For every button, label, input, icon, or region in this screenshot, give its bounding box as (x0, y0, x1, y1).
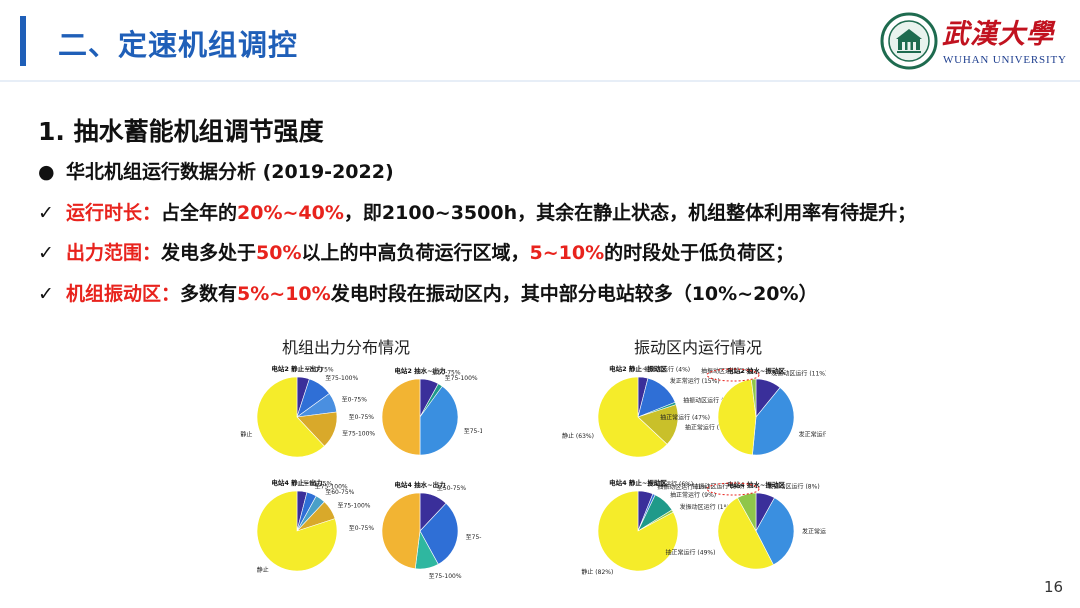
left-pie-2-slice-2 (419, 385, 459, 456)
left-pie-1-slice-4 (256, 376, 325, 458)
right-pie-3-label-3: 发振动区运行 (1%) (680, 503, 732, 511)
left-pie-2-slice-3 (381, 378, 421, 456)
right-pie-2-label-2: 抽正常运行 (47%) (660, 414, 710, 422)
left-pie-3-label-0: 至50-75% (303, 480, 332, 487)
bullet-highlight: 20%~40% (237, 202, 344, 224)
checkmark-icon: ✓ (38, 283, 54, 305)
right-pie-2-slice-1 (752, 387, 795, 456)
bullet-output-range: ✓ 出力范围：发电多处于50%以上的中高负荷运行区域，5~10%的时段处于低负荷区… (38, 238, 794, 265)
right-pie-4-label-2: 抽正常运行 (49%) (666, 549, 716, 557)
right-pie-3-label-4: 静止 (82%) (581, 568, 613, 576)
bullet-run-time: ✓ 运行时长：占全年的20%~40%，即2100~3500h，其余在静止状态，机组… (38, 198, 916, 225)
left-pie-2-subtitle: 电站2 抽水~出力 (394, 366, 446, 375)
bullet-label: 运行时长： (66, 202, 162, 224)
left-pie-3-label-2: 至60-75% (325, 489, 354, 496)
left-pie-2-label-3: 至0-75% (349, 414, 375, 421)
left-pie-4-label-0: 至50-75% (437, 485, 466, 492)
left-pie-1-label-3: 至75-100% (342, 430, 375, 437)
vibration-highlight-1 (706, 482, 760, 496)
left-pie-4-label-2: 至75-100% (429, 573, 462, 580)
bullet-highlight: 5~10% (529, 242, 605, 264)
bullet-vibration-zone: ✓ 机组振动区：多数有5%~10%发电时段在振动区内，其中部分电站较多（10%~2… (38, 279, 818, 306)
left-pie-4-label-1: 至75-100% (466, 534, 482, 541)
left-pie-3-label-3: 至75-100% (338, 502, 371, 509)
left-pie-1-subtitle: 电站2 静止~出力 (271, 364, 323, 373)
left-pie-4-slice-3 (381, 492, 421, 570)
chart-title-vibration-zone: 振动区内运行情况 (634, 338, 763, 357)
left-pie-3-label-4: 静止 (257, 566, 269, 574)
right-pie-4-label-3: 抽振动区运行 (8%) (692, 482, 744, 490)
right-pie-1-label-4: 静止 (63%) (562, 432, 594, 440)
right-pie-3-label-2: 抽正常运行 (9%) (670, 491, 716, 499)
right-pie-2-slice-2 (717, 378, 757, 456)
bullet-text: 占全年的 (161, 202, 238, 224)
right-pie-1-label-2: 抽振动区运行 (1%) (683, 397, 735, 405)
bullet-text: 多数有 (180, 283, 238, 305)
bullet-text: 的时段处于低负荷区； (604, 242, 795, 264)
checkmark-icon: ✓ (38, 202, 54, 224)
bullet-highlight: 5%~10% (237, 283, 331, 305)
university-logo: 武漢大學 WUHAN UNIVERSITY (880, 10, 1070, 72)
bullet-text: 以上的中高负荷运行区域， (301, 242, 530, 264)
logo-english-name: WUHAN UNIVERSITY (943, 54, 1067, 66)
right-pie-3-subtitle: 电站4 静止~振动区 (609, 478, 667, 487)
right-pie-4-slice-3 (737, 492, 757, 533)
right-pie-3-label-0: 发正常运行 (6%) (647, 480, 693, 488)
right-pie-3-slice-4 (597, 490, 679, 572)
left-pie-4-slice-1 (419, 502, 459, 565)
left-pie-2-label-2: 至75-100% (464, 428, 482, 435)
left-pie-1-label-4: 静止 (240, 431, 252, 439)
header-divider (0, 80, 1080, 82)
bullet-text: 发电多处于 (161, 242, 257, 264)
right-pie-1-label-1: 发正常运行 (15%) (670, 377, 720, 385)
section-heading: 1. 抽水蓄能机组调节强度 (38, 117, 324, 146)
bullet-text: ，即2100~3500h，其余在静止状态，机组整体利用率有待提升； (343, 202, 917, 224)
bullet-data-source: ● 华北机组运行数据分析 (2019-2022) (38, 157, 394, 184)
vibration-highlight-0 (706, 368, 760, 382)
right-pie-1-subtitle: 电站2 静止~振动区 (609, 364, 667, 373)
right-pie-4-slice-1 (755, 497, 795, 566)
slide-title: 二、定速机组调控 (58, 28, 299, 62)
title-accent-bar (20, 16, 26, 66)
logo-chinese-name: 武漢大學 (942, 19, 1054, 50)
bullet-label: 机组振动区： (66, 283, 181, 305)
right-pie-4-label-1: 发正常运行 (34%) (802, 528, 826, 536)
left-pie-1-label-0: 至50-75% (305, 367, 334, 374)
bullet-label: 出力范围： (66, 242, 162, 264)
left-pie-3-label-1: 至75-100% (315, 483, 348, 490)
left-pie-1-label-1: 至75-100% (325, 375, 358, 382)
right-pie-4-slice-2 (717, 497, 774, 570)
right-pie-2-label-3: 抽振动区运行 (2%) (701, 367, 753, 375)
right-pie-1-slice-3 (637, 404, 679, 445)
right-pie-4-label-0: 发振动区运行 (8%) (768, 482, 820, 490)
page-number: 16 (1044, 578, 1064, 596)
left-pie-1-label-2: 至0-75% (342, 396, 368, 403)
left-pie-2-label-1: 至75-100% (445, 375, 478, 382)
checkmark-icon: ✓ (38, 242, 54, 264)
wuhan-university-seal-icon (880, 12, 938, 70)
bullet-dot-icon: ● (38, 161, 55, 183)
right-pie-2-subtitle: 电站2 抽水~振动区 (727, 366, 785, 375)
right-pie-1-label-3: 抽正常运行 (17%) (685, 423, 735, 431)
left-pie-3-slice-4 (256, 490, 338, 572)
left-pie-3-subtitle: 电站4 静止~出力 (271, 478, 323, 487)
right-pie-2-label-0: 发振动区运行 (11%) (771, 370, 826, 378)
right-pie-1-slice-4 (597, 376, 668, 458)
right-pie-3-label-1: 抽振动区运行 (1%) (657, 483, 709, 491)
right-pie-4-subtitle: 电站4 抽水~振动区 (727, 480, 785, 489)
left-pie-2-label-0: 至50-75% (431, 369, 460, 376)
bullet-text: 发电时段在振动区内，其中部分电站较多（10%~20%） (330, 283, 818, 305)
bullet-text: 华北机组运行数据分析 (2019-2022) (66, 161, 394, 183)
output-distribution-pies: 电站2 静止~出力至50-75%至75-100%至0-75%至75-100%静止… (240, 364, 482, 580)
chart-title-output-distribution: 机组出力分布情况 (282, 338, 411, 357)
right-pie-2-label-1: 发正常运行 (41%) (799, 430, 826, 438)
right-pie-1-label-0: 振动区运行 (4%) (644, 365, 690, 373)
bullet-highlight: 50% (256, 242, 302, 264)
left-pie-4-label-3: 至0-75% (349, 525, 375, 532)
left-pie-4-subtitle: 电站4 抽水~出力 (394, 480, 446, 489)
